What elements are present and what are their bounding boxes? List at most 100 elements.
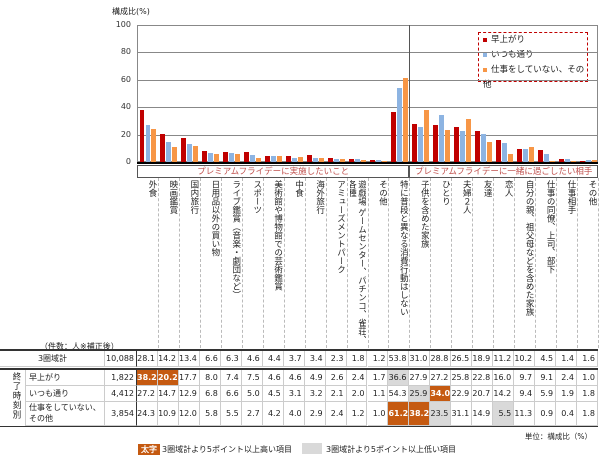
bar-1-11 xyxy=(376,160,381,162)
bar-2-0 xyxy=(151,128,157,162)
category-label: 外食 xyxy=(146,180,157,197)
table-cell: 25.9 xyxy=(409,386,431,402)
bar-0-9 xyxy=(328,158,334,162)
table-cell: 12.0 xyxy=(178,402,200,426)
bar-2-12 xyxy=(402,78,408,162)
category-label: 仕事相手 xyxy=(566,180,577,214)
bar-0-12 xyxy=(390,111,396,162)
bar-0-3 xyxy=(202,151,208,162)
table-cell: 4.5 xyxy=(262,386,284,402)
row-label: 早上がり xyxy=(26,370,105,386)
table-cell: 27.2 xyxy=(137,386,158,402)
table-cell: 27.2 xyxy=(430,370,452,386)
legend-swatch xyxy=(483,37,487,42)
table-cell: 4.9 xyxy=(304,370,326,386)
bar-2-8 xyxy=(319,158,325,162)
side-label: 終了時刻別 xyxy=(11,372,21,420)
high-legend-tag: 太字 xyxy=(138,444,160,455)
table-cell: 20.2 xyxy=(157,370,179,386)
bar-0-15 xyxy=(453,126,459,162)
row-count: 10,088 xyxy=(105,351,137,367)
table-cell: 16.0 xyxy=(493,370,515,386)
table-cell: 2.1 xyxy=(325,386,347,402)
category-label: 美術館や博物館での芸術鑑賞 xyxy=(272,180,283,291)
bar-2-16 xyxy=(486,141,492,162)
bar-0-1 xyxy=(160,134,166,162)
category-label: 中食 xyxy=(293,180,304,197)
category-label: スポーツ xyxy=(251,180,262,214)
column-divider xyxy=(367,178,369,348)
category-label: 自分の親、祖父母などを含めた家族 xyxy=(524,180,535,316)
bar-2-10 xyxy=(361,160,367,162)
unit-note: 単位：構成比（%） xyxy=(524,432,592,441)
legend-label: 早上がり xyxy=(491,35,526,45)
table-cell: 6.6 xyxy=(199,351,221,367)
plot-border xyxy=(137,25,598,162)
column-divider xyxy=(220,178,222,348)
category-label: 遊戯場 ゲームセンター、パチンコ、雀荘、各種 xyxy=(349,180,367,345)
table-cell: 5.5 xyxy=(220,402,242,426)
gridline xyxy=(137,79,598,81)
legend-swatch xyxy=(483,52,487,57)
table-cell: 1.9 xyxy=(556,386,578,402)
table-cell: 1.0 xyxy=(367,402,389,426)
table-cell: 13.4 xyxy=(178,351,200,367)
table-cell: 2.3 xyxy=(325,351,347,367)
category-label: ひとり xyxy=(440,180,451,206)
table-cell: 1.8 xyxy=(577,402,598,426)
bar-2-14 xyxy=(444,129,450,162)
table-cell: 4.6 xyxy=(241,351,263,367)
gridline xyxy=(137,162,598,164)
table-cell: 8.0 xyxy=(199,370,221,386)
category-label: 海外旅行 xyxy=(314,180,325,214)
category-label: 夫婦２人 xyxy=(461,180,472,214)
table-cell: 2.4 xyxy=(325,402,347,426)
table-cell: 5.8 xyxy=(199,402,221,426)
bar-1-8 xyxy=(313,157,319,162)
side-label-border xyxy=(0,370,26,426)
table-top-border xyxy=(0,349,598,351)
y-tick-label: 80 xyxy=(120,47,131,57)
bar-2-1 xyxy=(172,147,178,162)
table-cell: 1.4 xyxy=(556,351,578,367)
column-divider xyxy=(199,178,201,348)
table-cell: 4.6 xyxy=(262,370,284,386)
legend-item: 仕事をしていない、その他 xyxy=(479,63,587,90)
column-divider xyxy=(262,178,264,348)
bar-0-8 xyxy=(307,155,313,162)
table-cell: 26.5 xyxy=(451,351,473,367)
table-cell: 24.3 xyxy=(137,402,158,426)
bar-2-18 xyxy=(528,146,534,162)
column-divider xyxy=(472,178,474,348)
category-label: 友達 xyxy=(482,180,493,197)
bar-1-10 xyxy=(355,159,361,162)
bar-1-2 xyxy=(187,144,193,162)
category-label: 日用品以外の買い物 xyxy=(209,180,220,257)
table-cell: 54.3 xyxy=(388,386,410,402)
column-divider xyxy=(157,178,159,348)
y-tick-label: 40 xyxy=(120,102,131,112)
table-cell: 6.6 xyxy=(220,386,242,402)
row-label: いつも通り xyxy=(26,386,105,402)
column-divider xyxy=(514,178,516,348)
bar-1-7 xyxy=(292,157,298,162)
bar-2-20 xyxy=(570,161,576,162)
column-divider xyxy=(535,178,537,348)
column-divider xyxy=(346,178,348,348)
bar-1-20 xyxy=(564,159,570,162)
table-cell: 9.7 xyxy=(514,370,536,386)
table-mid-border xyxy=(0,368,598,370)
table-cell: 7.5 xyxy=(241,370,263,386)
bar-2-7 xyxy=(298,156,304,162)
legend-label: いつも通り xyxy=(491,50,534,60)
table-cell: 2.9 xyxy=(304,402,326,426)
bar-0-18 xyxy=(516,148,522,162)
table-cell: 23.5 xyxy=(430,402,452,426)
table-cell: 10.9 xyxy=(157,402,179,426)
bar-0-11 xyxy=(370,159,375,162)
table-cell: 12.9 xyxy=(178,386,200,402)
bar-2-2 xyxy=(193,145,199,162)
bar-1-6 xyxy=(271,155,277,162)
category-label: アミューズメントパーク xyxy=(335,180,346,274)
legend-item: いつも通り xyxy=(479,48,587,63)
